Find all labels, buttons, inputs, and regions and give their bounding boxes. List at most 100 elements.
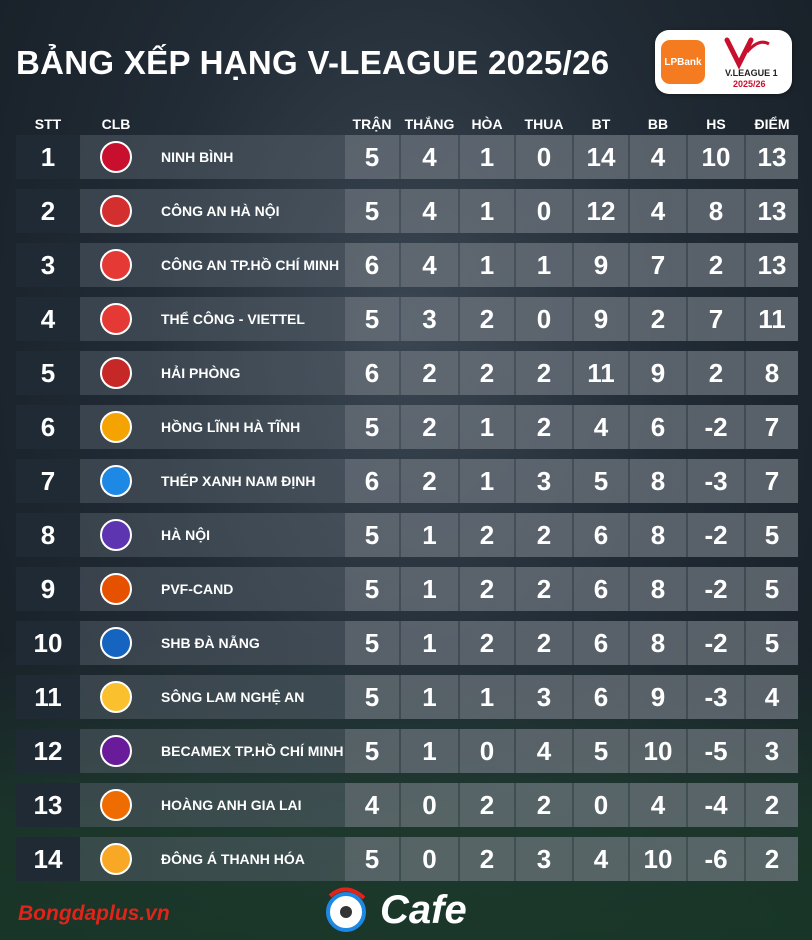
rank-cell: 10: [16, 621, 80, 665]
club-name: THỂ CÔNG - VIETTEL: [161, 311, 305, 327]
stat-drawn: 1: [460, 135, 514, 179]
stat-drawn: 1: [460, 675, 514, 719]
club-name: HOÀNG ANH GIA LAI: [161, 797, 302, 813]
table-row: [80, 621, 798, 665]
header-gd: HS: [706, 116, 726, 132]
club-crest-icon: [100, 627, 132, 659]
rank-cell: 9: [16, 567, 80, 611]
stat-gf: 6: [574, 513, 628, 557]
club-name: ĐÔNG Á THANH HÓA: [161, 851, 305, 867]
rank-cell: 13: [16, 783, 80, 827]
stat-ga: 6: [630, 405, 686, 449]
stat-played: 5: [345, 621, 399, 665]
stat-pts: 7: [746, 405, 798, 449]
stat-played: 5: [345, 513, 399, 557]
stat-played: 5: [345, 675, 399, 719]
stat-won: 1: [401, 567, 458, 611]
stat-gf: 9: [574, 297, 628, 341]
stat-lost: 0: [516, 135, 572, 179]
stat-gd: -4: [688, 783, 744, 827]
stat-lost: 0: [516, 189, 572, 233]
rank-cell: 12: [16, 729, 80, 773]
rank-cell: 7: [16, 459, 80, 503]
stat-drawn: 2: [460, 621, 514, 665]
table-row: [80, 837, 798, 881]
table-row: [80, 459, 798, 503]
stat-won: 4: [401, 189, 458, 233]
stat-gd: 10: [688, 135, 744, 179]
club-name: NINH BÌNH: [161, 149, 234, 165]
stat-pts: 8: [746, 351, 798, 395]
club-crest-icon: [100, 519, 132, 551]
page-title: BẢNG XẾP HẠNG V-LEAGUE 2025/26: [16, 44, 610, 81]
stat-gd: 2: [688, 243, 744, 287]
header-played: TRẬN: [352, 116, 392, 132]
stat-lost: 1: [516, 243, 572, 287]
club-crest-icon: [100, 573, 132, 605]
stat-pts: 13: [746, 243, 798, 287]
table-row: [80, 513, 798, 557]
club-name: HÀ NỘI: [161, 527, 210, 543]
club-crest-icon: [100, 357, 132, 389]
club-name: BECAMEX TP.HỒ CHÍ MINH: [161, 743, 344, 759]
club-logo-cell: [82, 189, 150, 233]
club-logo-cell: [82, 297, 150, 341]
club-name: SÔNG LAM NGHỆ AN: [161, 689, 305, 705]
stat-lost: 3: [516, 459, 572, 503]
stat-pts: 5: [746, 513, 798, 557]
club-logo-cell: [82, 621, 150, 665]
stat-played: 6: [345, 351, 399, 395]
stat-played: 5: [345, 297, 399, 341]
club-crest-icon: [100, 141, 132, 173]
rank-cell: 2: [16, 189, 80, 233]
stat-won: 1: [401, 729, 458, 773]
club-crest-icon: [100, 303, 132, 335]
stat-won: 1: [401, 675, 458, 719]
rank-cell: 8: [16, 513, 80, 557]
rank-cell: 3: [16, 243, 80, 287]
stat-pts: 13: [746, 135, 798, 179]
table-row: [80, 297, 798, 341]
club-crest-icon: [100, 195, 132, 227]
stat-played: 5: [345, 135, 399, 179]
club-crest-icon: [100, 681, 132, 713]
stat-ga: 8: [630, 621, 686, 665]
sponsor-logo: LPBank: [661, 40, 705, 84]
stat-gf: 5: [574, 729, 628, 773]
header-rank: STT: [34, 116, 62, 132]
league-mark-icon: [724, 37, 770, 70]
club-logo-cell: [82, 513, 150, 557]
club-crest-icon: [100, 735, 132, 767]
stat-drawn: 1: [460, 459, 514, 503]
stat-ga: 2: [630, 297, 686, 341]
table-row: [80, 567, 798, 611]
club-logo-cell: [82, 135, 150, 179]
stat-played: 5: [345, 189, 399, 233]
table-row: [80, 675, 798, 719]
club-crest-icon: [100, 411, 132, 443]
stat-gd: 2: [688, 351, 744, 395]
stat-gf: 6: [574, 567, 628, 611]
stat-lost: 4: [516, 729, 572, 773]
rank-cell: 14: [16, 837, 80, 881]
club-crest-icon: [100, 789, 132, 821]
club-logo-cell: [82, 567, 150, 611]
stat-gf: 6: [574, 675, 628, 719]
stat-won: 1: [401, 513, 458, 557]
header-lost: THUA: [524, 116, 564, 132]
stat-gf: 14: [574, 135, 628, 179]
club-crest-icon: [100, 465, 132, 497]
stat-pts: 11: [746, 297, 798, 341]
stat-gd: -2: [688, 513, 744, 557]
club-logo-cell: [82, 405, 150, 449]
club-name: CÔNG AN TP.HỒ CHÍ MINH: [161, 257, 340, 273]
table-row: [80, 783, 798, 827]
table-row: [80, 351, 798, 395]
stat-pts: 5: [746, 567, 798, 611]
stat-ga: 10: [630, 837, 686, 881]
club-crest-icon: [100, 843, 132, 875]
club-logo-cell: [82, 243, 150, 287]
club-logo-cell: [82, 783, 150, 827]
stat-won: 2: [401, 351, 458, 395]
club-name: CÔNG AN HÀ NỘI: [161, 203, 280, 219]
